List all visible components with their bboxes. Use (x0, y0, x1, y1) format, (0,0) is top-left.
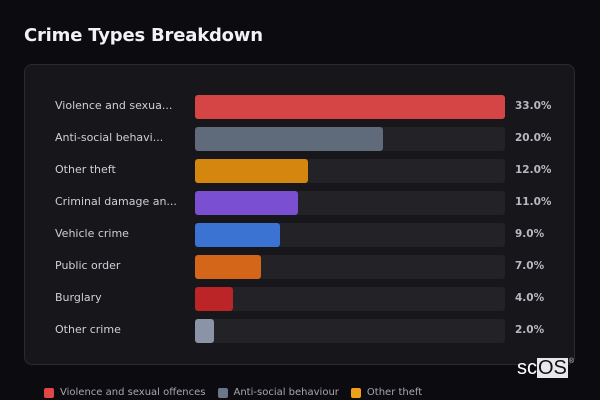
bar-label: Other crime (55, 323, 121, 336)
scos-logo: sc OS ® (517, 358, 574, 378)
bar-value: 7.0% (515, 260, 545, 272)
bar-value: 12.0% (515, 164, 552, 176)
bar-row: Criminal damage an... 11.0% (25, 191, 574, 215)
bar-fill[interactable] (195, 319, 214, 343)
bar-track (195, 95, 505, 119)
chart-panel: Violence and sexua... 33.0% Anti-social … (24, 64, 575, 365)
bar-fill[interactable] (195, 159, 308, 183)
bar-row: Vehicle crime 9.0% (25, 223, 574, 247)
bar-row: Other crime 2.0% (25, 319, 574, 343)
logo-boxed: OS (537, 357, 568, 379)
bar-label: Violence and sexua... (55, 99, 173, 112)
legend-item[interactable]: Other theft (350, 387, 423, 398)
registered-icon: ® (568, 358, 575, 365)
legend-swatch-icon (44, 387, 54, 398)
bar-track (195, 319, 505, 343)
bar-value: 11.0% (515, 196, 552, 208)
logo-prefix: sc (517, 357, 537, 379)
bar-label: Burglary (55, 291, 102, 304)
bar-label: Criminal damage an... (55, 195, 177, 208)
legend-label: Violence and sexual offences (60, 387, 206, 398)
legend-item[interactable]: Violence and sexual offences (44, 387, 206, 398)
bar-row: Other theft 12.0% (25, 159, 574, 183)
bar-track (195, 191, 505, 215)
bar-label: Vehicle crime (55, 227, 129, 240)
bar-row: Violence and sexua... 33.0% (25, 95, 574, 119)
bar-track (195, 255, 505, 279)
bar-row: Anti-social behavi... 20.0% (25, 127, 574, 151)
bar-label: Other theft (55, 163, 116, 176)
bar-fill[interactable] (195, 191, 299, 215)
bar-value: 4.0% (515, 292, 545, 304)
bar-rows: Violence and sexua... 33.0% Anti-social … (25, 95, 574, 351)
chart-legend: Violence and sexual offences Anti-social… (44, 387, 434, 398)
bar-fill[interactable] (195, 223, 280, 247)
bar-fill[interactable] (195, 255, 261, 279)
legend-label: Anti-social behaviour (233, 387, 339, 398)
legend-swatch-icon (217, 387, 228, 398)
chart-title: Crime Types Breakdown (24, 25, 263, 46)
bar-track (195, 127, 505, 151)
bar-track (195, 287, 505, 311)
legend-swatch-icon (350, 387, 361, 398)
bar-fill[interactable] (195, 95, 505, 119)
bar-row: Burglary 4.0% (25, 287, 574, 311)
bar-value: 20.0% (515, 132, 552, 144)
bar-label: Anti-social behavi... (55, 131, 164, 144)
bar-value: 33.0% (515, 100, 552, 112)
bar-track (195, 159, 505, 183)
bar-track (195, 223, 505, 247)
bar-fill[interactable] (195, 287, 233, 311)
bar-row: Public order 7.0% (25, 255, 574, 279)
bar-value: 2.0% (515, 324, 545, 336)
bar-fill[interactable] (195, 127, 383, 151)
legend-label: Other theft (366, 387, 423, 398)
bar-label: Public order (55, 259, 121, 272)
legend-item[interactable]: Anti-social behaviour (217, 387, 339, 398)
bar-value: 9.0% (515, 228, 545, 240)
